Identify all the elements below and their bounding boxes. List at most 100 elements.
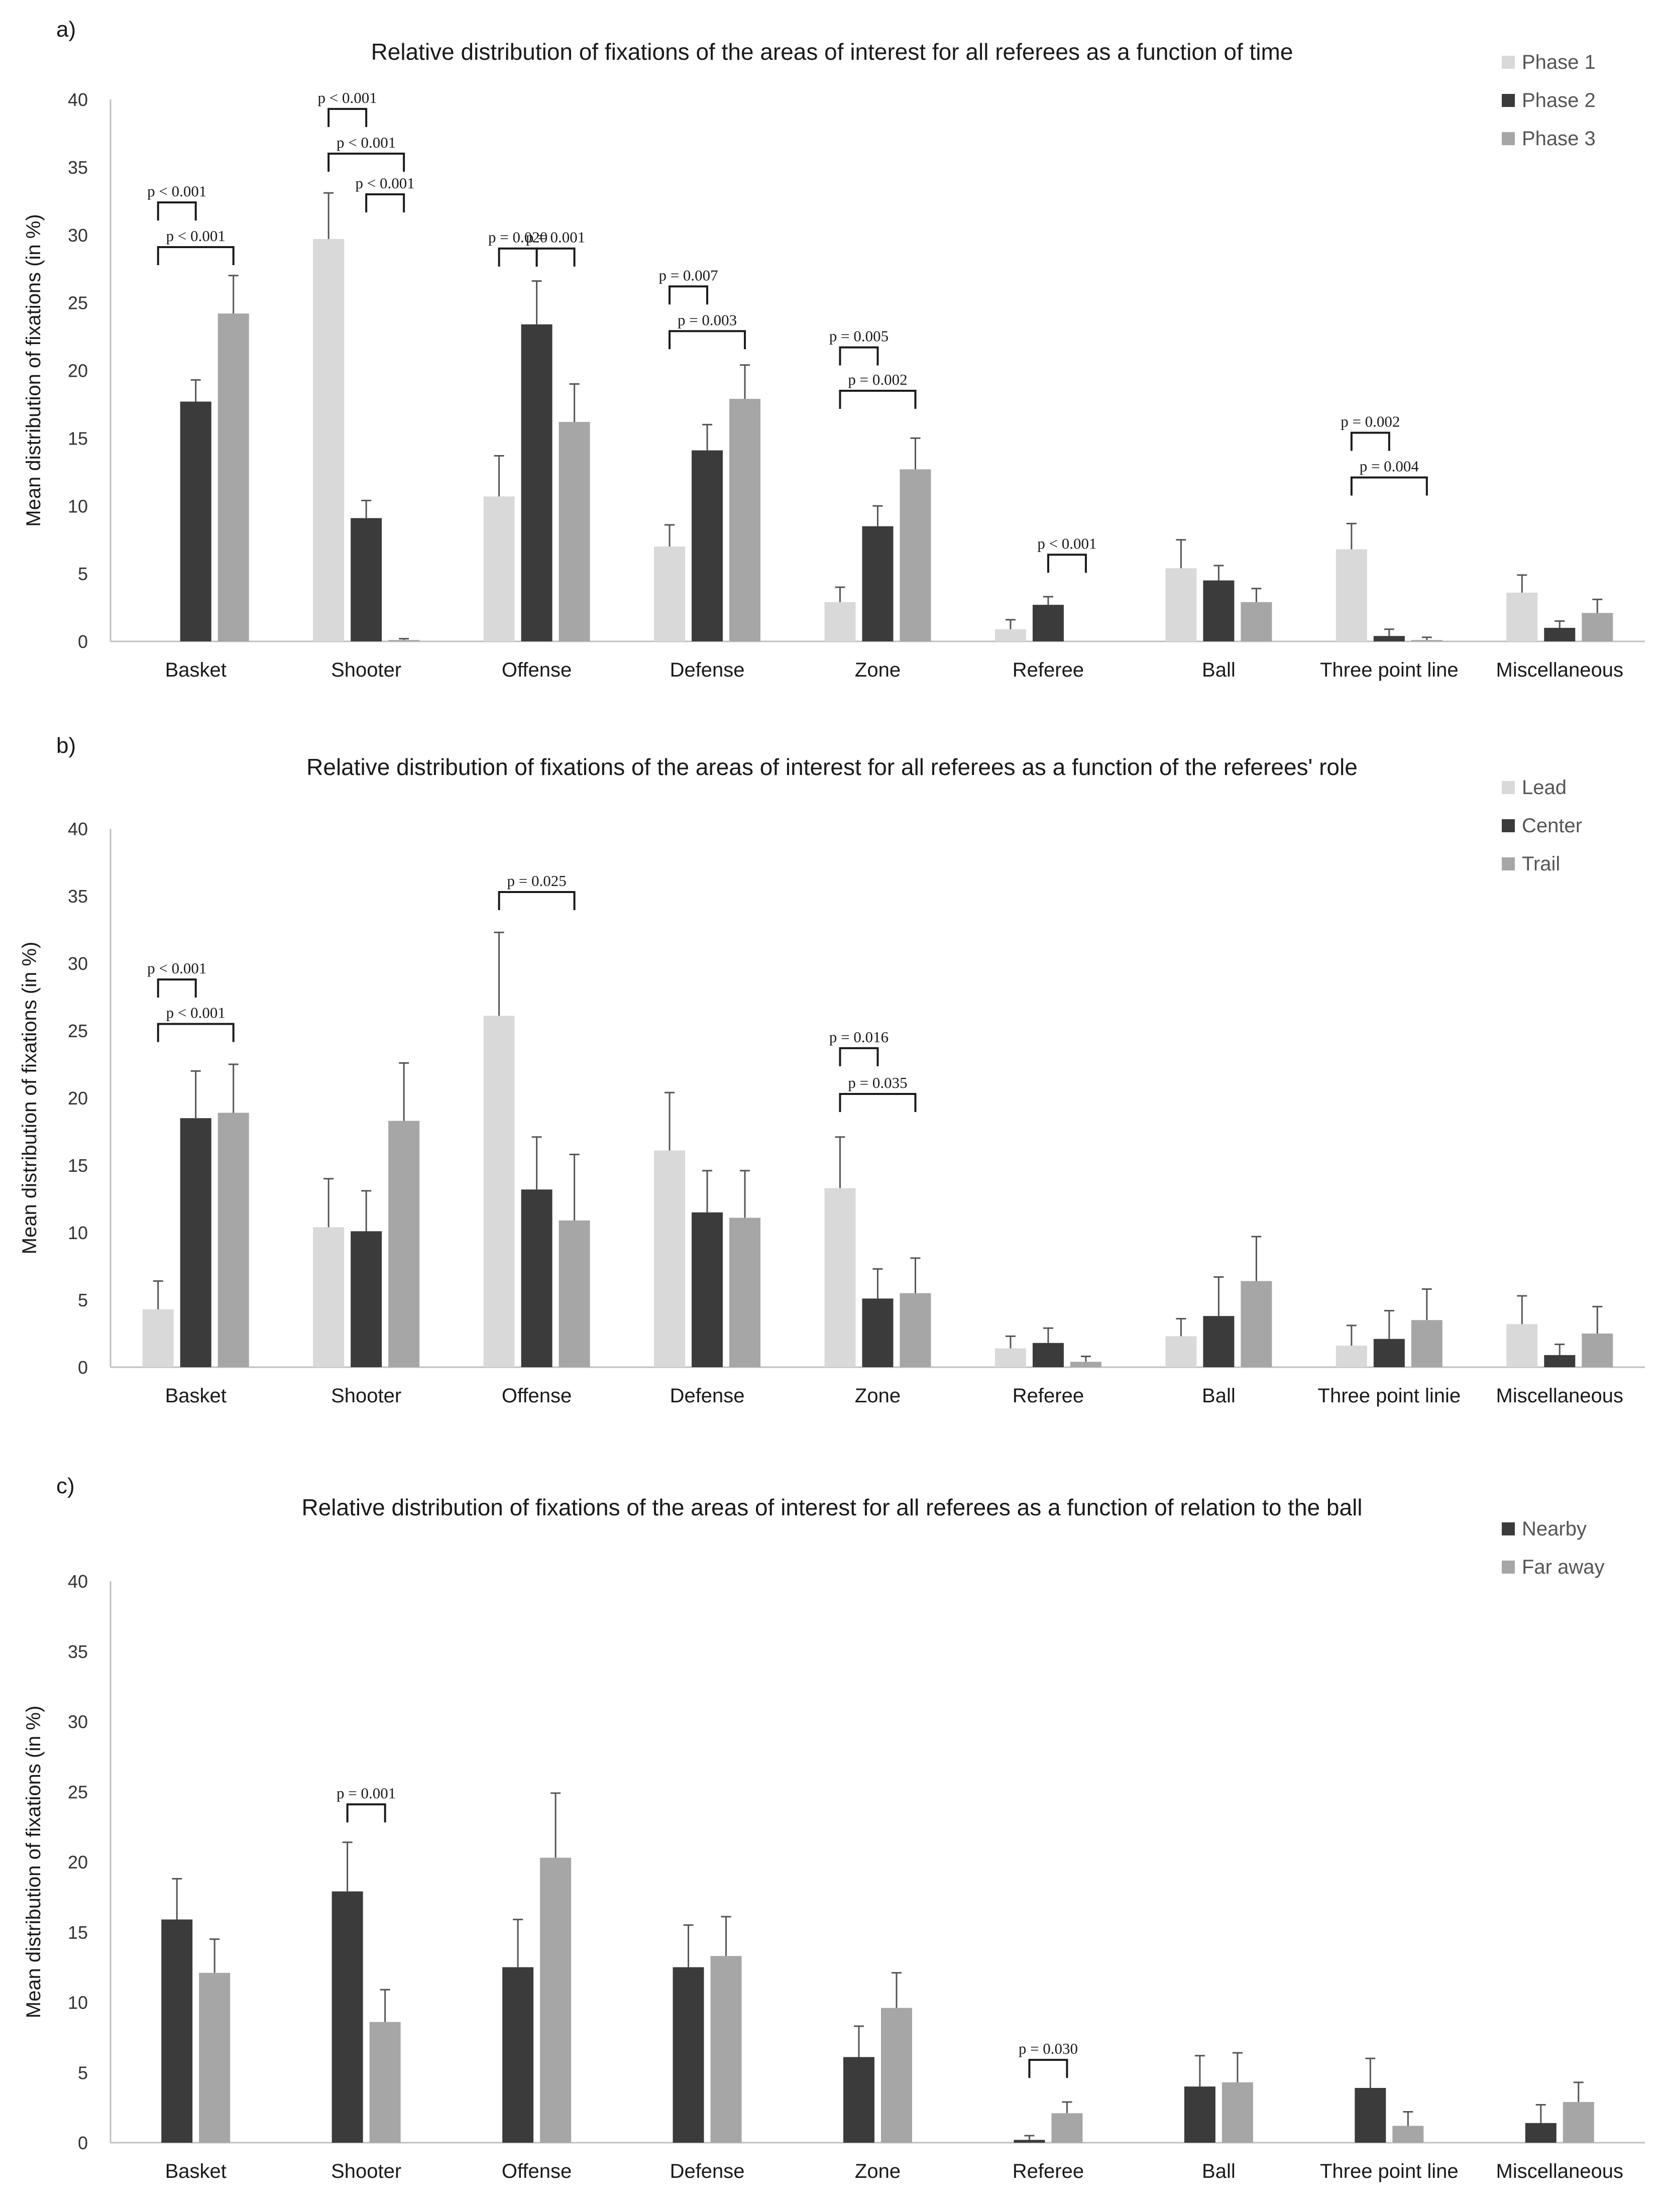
- bar: [824, 1188, 856, 1367]
- y-tick-label: 0: [78, 2133, 88, 2153]
- bar: [388, 640, 420, 641]
- chart-title: Relative distribution of fixations of th…: [306, 754, 1358, 780]
- x-tick-label: Referee: [1013, 1385, 1084, 1407]
- y-tick-label: 10: [68, 1223, 88, 1243]
- bar: [862, 1298, 894, 1367]
- bar: [483, 496, 515, 641]
- y-tick-label: 20: [68, 1088, 88, 1109]
- bar: [729, 399, 761, 641]
- panel-label: b): [56, 733, 76, 758]
- chart-legend: Nearby Far away: [1502, 1510, 1605, 1586]
- bar: [180, 1118, 211, 1367]
- x-tick-label: Zone: [855, 659, 901, 681]
- significance-label: p = 0.004: [1360, 458, 1419, 475]
- bar: [654, 546, 686, 641]
- bar: [1165, 1336, 1197, 1367]
- bar: [1070, 1362, 1101, 1367]
- bar: [521, 1189, 552, 1367]
- y-tick-label: 35: [68, 1641, 88, 1662]
- bar: [692, 1212, 723, 1367]
- x-tick-label: Three point line: [1320, 2160, 1459, 2182]
- legend-label: Lead: [1522, 776, 1567, 799]
- x-tick-label: Defense: [670, 2160, 745, 2182]
- bar: [369, 2022, 401, 2143]
- bar: [1392, 2126, 1424, 2143]
- bar: [1051, 2113, 1083, 2143]
- bar: [351, 518, 382, 641]
- y-tick-label: 15: [68, 1922, 88, 1943]
- bar: [881, 2008, 912, 2143]
- bar: [1203, 580, 1235, 641]
- y-tick-label: 30: [68, 953, 88, 974]
- bar: [483, 1016, 515, 1367]
- significance-label: p = 0.002: [1341, 413, 1400, 430]
- chart-panel-c: c) Relative distribution of fixations of…: [0, 1457, 1664, 2210]
- x-tick-label: Offense: [502, 659, 572, 681]
- significance-bracket: [498, 247, 538, 267]
- y-tick-label: 40: [68, 819, 88, 839]
- bar: [313, 1227, 345, 1367]
- bar: [1014, 2140, 1045, 2143]
- x-tick-label: Miscellaneous: [1496, 2160, 1623, 2182]
- significance-label: p = 0.007: [658, 266, 718, 284]
- bar: [710, 1956, 742, 2143]
- x-tick-label: Basket: [165, 1385, 227, 1407]
- significance-bracket: [839, 1092, 917, 1112]
- significance-bracket: [157, 246, 235, 266]
- y-tick-label: 0: [78, 1357, 88, 1378]
- legend-label: Nearby: [1522, 1517, 1587, 1540]
- significance-label: p < 0.001: [166, 1004, 226, 1022]
- x-tick-label: Zone: [855, 1385, 901, 1407]
- bar: [1373, 1339, 1405, 1367]
- bar: [559, 422, 590, 641]
- significance-label: p = 0.025: [507, 872, 566, 890]
- bar: [862, 526, 894, 641]
- significance-label: p = 0.005: [829, 327, 889, 345]
- panel-label: c): [56, 1474, 75, 1498]
- chart-panel-b: b) Relative distribution of fixations of…: [0, 723, 1664, 1447]
- legend-label: Phase 2: [1522, 89, 1596, 112]
- bar: [1582, 1334, 1613, 1367]
- y-tick-label: 40: [68, 1571, 88, 1592]
- bar: [1544, 1355, 1576, 1367]
- legend-swatch-icon: [1502, 132, 1515, 145]
- bar: [654, 1150, 686, 1367]
- significance-label: p < 0.001: [356, 174, 415, 192]
- x-tick-label: Referee: [1013, 2160, 1084, 2182]
- bar: [502, 1967, 534, 2143]
- bar: [1563, 2102, 1594, 2143]
- significance-bracket: [157, 201, 197, 221]
- y-tick-label: 20: [68, 1852, 88, 1872]
- y-tick-label: 10: [68, 1993, 88, 2013]
- legend-swatch-icon: [1502, 94, 1515, 107]
- bar: [351, 1231, 382, 1367]
- x-tick-label: Defense: [670, 659, 745, 681]
- x-tick-label: Zone: [855, 2160, 901, 2182]
- bar: [1336, 549, 1367, 641]
- significance-bracket: [327, 107, 368, 127]
- bar: [1184, 2086, 1215, 2143]
- bar: [1241, 602, 1272, 641]
- bar: [540, 1857, 572, 2143]
- legend-label: Center: [1522, 814, 1583, 837]
- y-tick-label: 15: [68, 428, 88, 449]
- bar: [1506, 592, 1538, 641]
- bar: [1355, 2087, 1386, 2143]
- chart-legend: Phase 1 Phase 2 Phase 3: [1502, 43, 1596, 158]
- legend-swatch-icon: [1502, 857, 1515, 870]
- significance-label: p = 0.001: [526, 229, 585, 246]
- bar: [1411, 640, 1443, 641]
- legend-swatch-icon: [1502, 1561, 1515, 1574]
- x-tick-label: Ball: [1202, 659, 1236, 681]
- x-tick-label: Miscellaneous: [1496, 659, 1623, 681]
- panel-label: a): [56, 17, 76, 42]
- significance-bracket: [669, 285, 709, 305]
- bar: [1506, 1324, 1538, 1367]
- bar: [1032, 1343, 1064, 1367]
- y-tick-label: 35: [68, 886, 88, 907]
- y-tick-label: 20: [68, 361, 88, 381]
- significance-bracket: [498, 891, 576, 910]
- bar: [692, 450, 723, 641]
- bar: [180, 401, 211, 641]
- chart-title: Relative distribution of fixations of th…: [301, 1494, 1363, 1520]
